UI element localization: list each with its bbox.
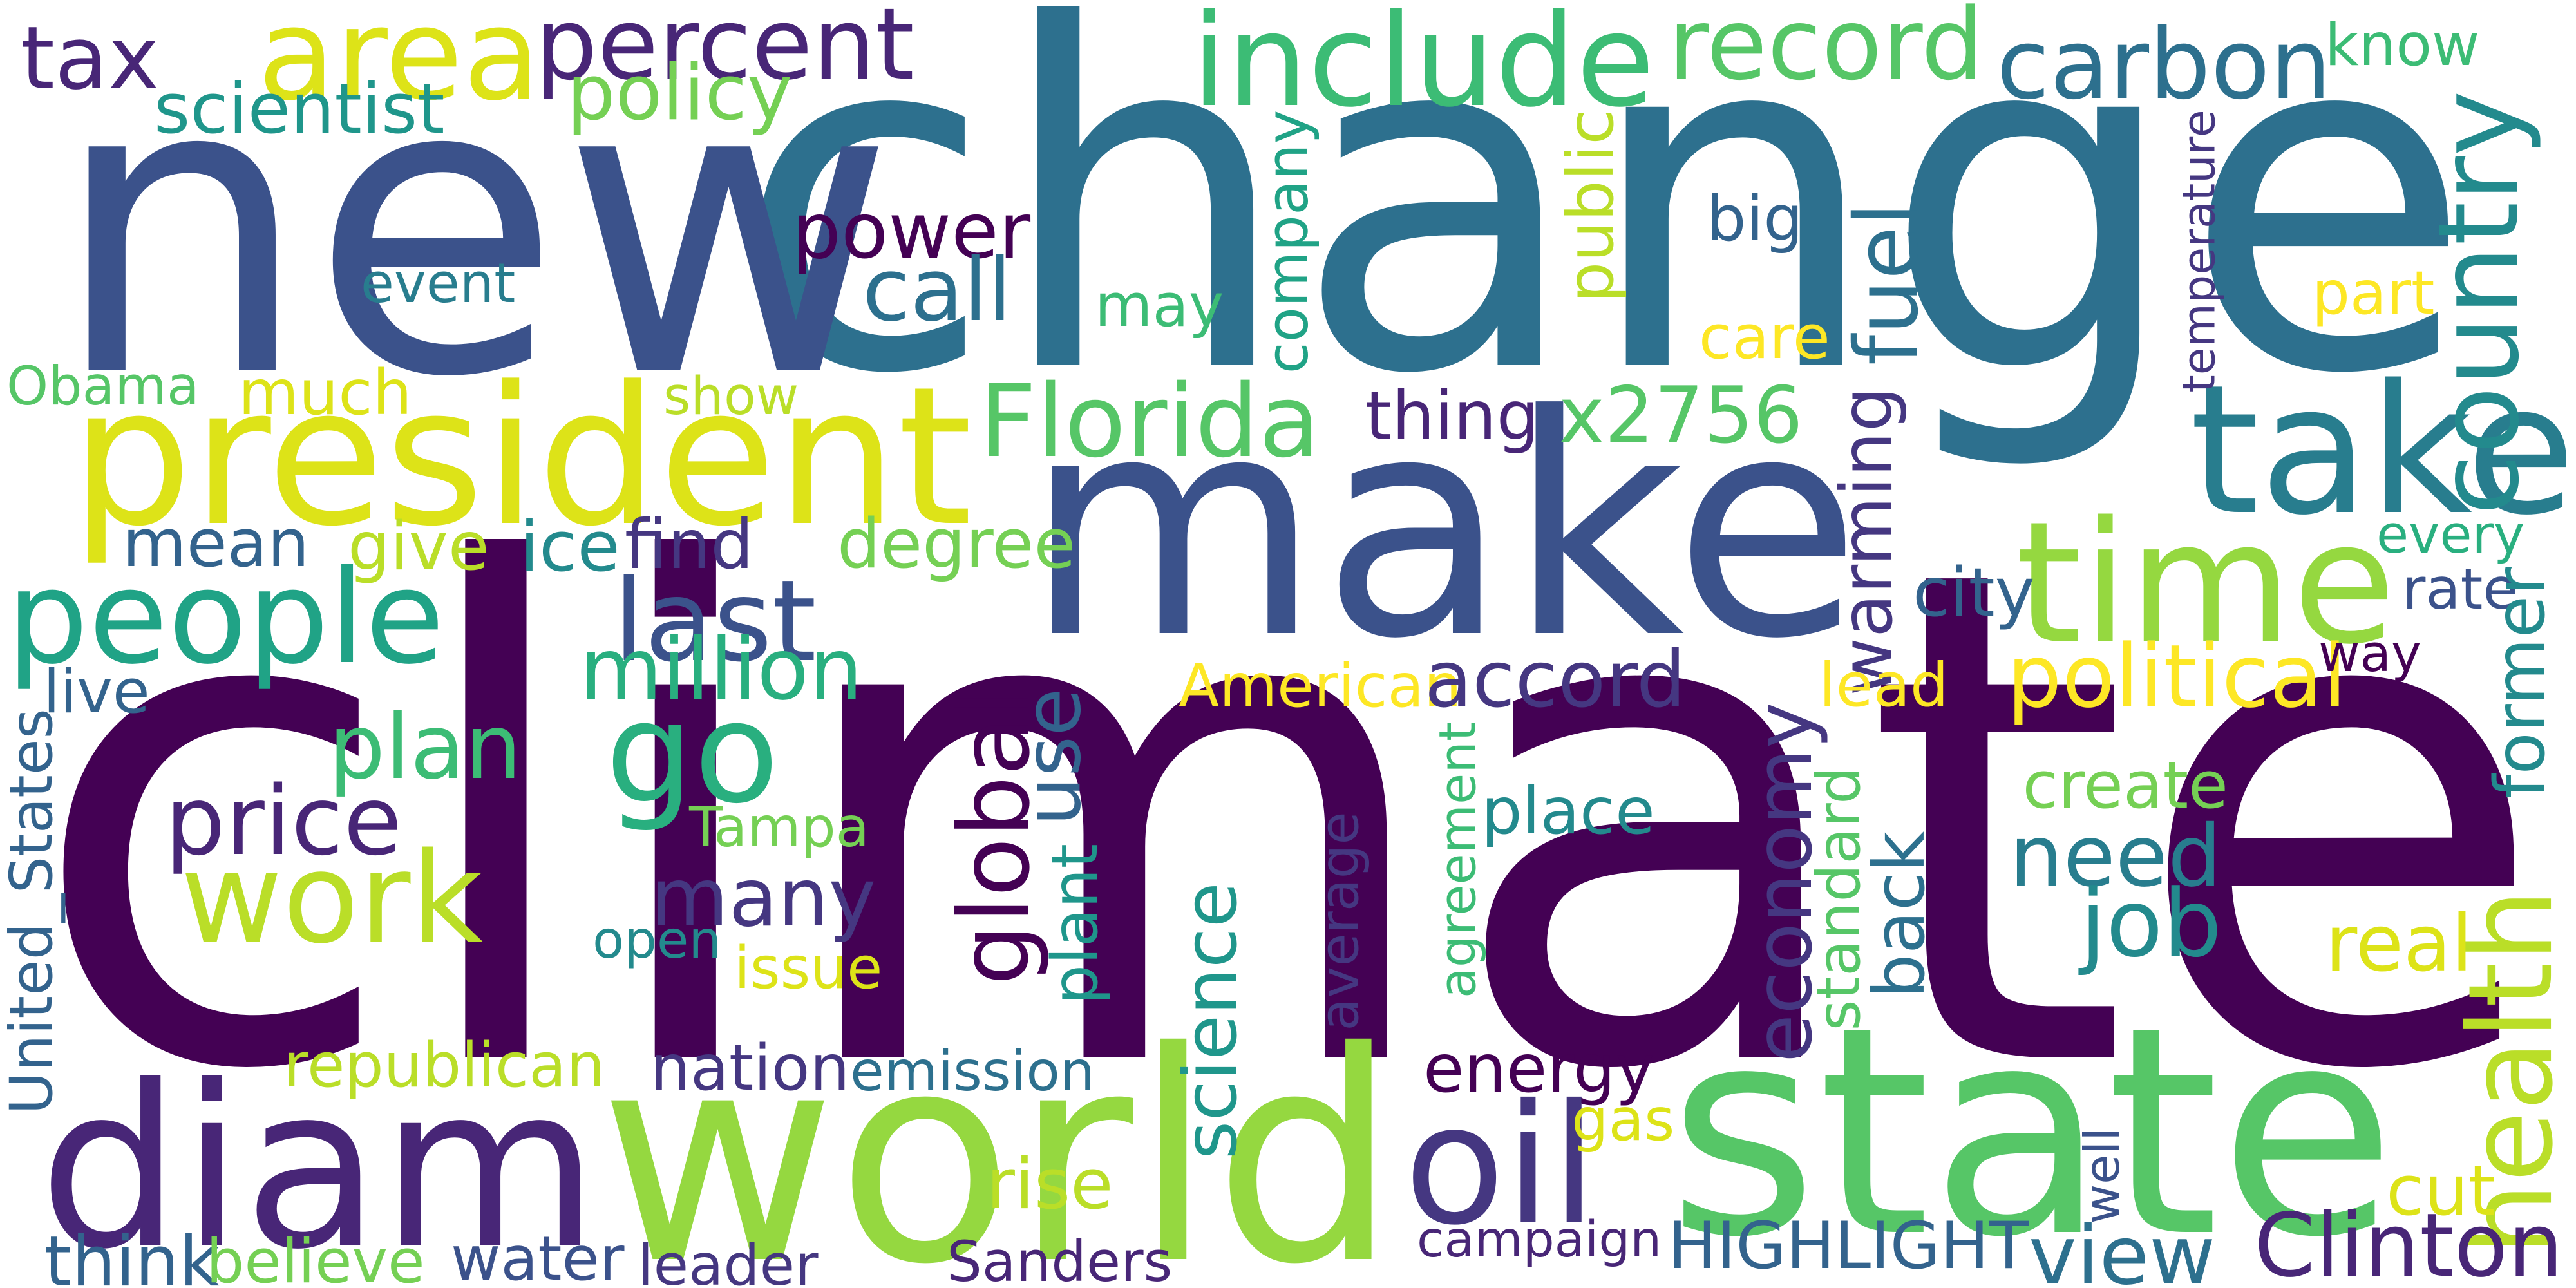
word-make: make	[1024, 350, 1862, 705]
word-carbon: carbon	[1996, 7, 2332, 121]
word-last: last	[613, 556, 817, 687]
word-million: million	[580, 620, 863, 719]
word-x2756: x2756	[1558, 370, 1803, 461]
word-big: big	[1707, 182, 1803, 255]
word-part: part	[2312, 258, 2435, 328]
word-time: time	[2016, 484, 2396, 681]
word-gas: gas	[1571, 1086, 1675, 1154]
word-use: use	[1007, 687, 1099, 826]
word-president: president	[71, 345, 973, 569]
word-change: change	[734, 0, 2474, 477]
word-public: public	[1553, 109, 1629, 303]
word-scientist: scientist	[154, 69, 445, 149]
word-much: much	[238, 355, 412, 429]
word-tampa: Tampa	[689, 795, 869, 860]
word-show: show	[663, 365, 799, 427]
word-fuel: fuel	[1836, 202, 1938, 365]
word-climate: climate	[26, 424, 2550, 1218]
word-create: create	[2022, 747, 2228, 823]
word-record: record	[1668, 0, 1984, 102]
word-real: real	[2325, 898, 2473, 989]
word-water: water	[451, 1223, 625, 1288]
word-power: power	[792, 187, 1031, 276]
word-job: job	[2080, 869, 2222, 978]
word-temperature: temperature	[2173, 109, 2226, 393]
word-leader: leader	[638, 1231, 819, 1288]
word-may: may	[1095, 271, 1224, 340]
word-care: care	[1699, 303, 1830, 373]
word-work: work	[180, 826, 483, 971]
word-nation: nation	[650, 1032, 850, 1105]
word-believe: believe	[206, 1227, 425, 1288]
word-people: people	[6, 542, 445, 693]
word-warming: warming	[1825, 386, 1909, 696]
word-mean: mean	[122, 506, 310, 582]
word-plan: plan	[328, 694, 522, 799]
word-price: price	[165, 766, 402, 876]
word-way: way	[2318, 623, 2421, 683]
word-world: world	[599, 990, 1398, 1288]
word-company: company	[1254, 109, 1321, 374]
word-sanders: Sanders	[947, 1230, 1173, 1288]
word-diam: diam	[39, 1038, 599, 1288]
word-science: science	[1167, 882, 1253, 1160]
word-country: country	[2414, 90, 2544, 515]
word-need: need	[2009, 807, 2222, 906]
word-issue: issue	[734, 935, 883, 1002]
word-republican: republican	[283, 1030, 605, 1101]
word-go: go	[605, 672, 779, 835]
word-political: political	[2007, 625, 2347, 727]
word-call: call	[862, 239, 1012, 341]
word-agreement: agreement	[1428, 721, 1488, 999]
word-tax: tax	[21, 7, 160, 109]
word-degree: degree	[837, 504, 1076, 583]
word-event: event	[361, 252, 516, 315]
word-back: back	[1859, 831, 1941, 999]
word-city: city	[1913, 553, 2035, 632]
word-percent: percent	[535, 0, 914, 102]
word-american: American	[1179, 651, 1462, 721]
word-cut: cut	[2386, 1151, 2496, 1231]
word-thing: thing	[1365, 375, 1540, 455]
word-every: every	[2376, 504, 2525, 565]
word-oil: oil	[1404, 1068, 1597, 1262]
word-florida: Florida	[979, 363, 1321, 480]
word-state: state	[1668, 966, 2396, 1288]
word-campaign: campaign	[1417, 1210, 1662, 1269]
word-former: former	[2481, 567, 2561, 799]
word-know: know	[2325, 11, 2480, 79]
word-well: well	[2074, 1127, 2131, 1224]
word-accord: accord	[1425, 634, 1686, 725]
word-new: new	[52, 0, 896, 466]
word-ice: ice	[520, 507, 620, 587]
word-think: think	[44, 1222, 220, 1288]
word-give: give	[348, 508, 489, 585]
word-energy: energy	[1423, 1030, 1655, 1108]
word-plant: plant	[1039, 843, 1113, 1005]
word-obama: Obama	[6, 354, 200, 417]
word-united-states: United_States	[0, 708, 66, 1115]
word-average: average	[1308, 811, 1371, 1031]
word-view: view	[2029, 1208, 2216, 1288]
word-place: place	[1481, 773, 1655, 849]
word-area: area	[258, 0, 541, 129]
word-emission: emission	[850, 1039, 1095, 1104]
word-clinton: Clinton	[2254, 1195, 2564, 1288]
word-open: open	[592, 910, 722, 970]
word-policy: policy	[567, 48, 793, 138]
word-live: live	[43, 657, 150, 727]
word-standard: standard	[1803, 766, 1873, 1030]
word-find: find	[625, 504, 754, 584]
word-highlight: HIGHLIGHT	[1668, 1208, 2029, 1283]
word-rise: rise	[986, 1144, 1113, 1225]
word-rate: rate	[2402, 555, 2518, 622]
word-take: take	[2190, 346, 2576, 554]
word-many: many	[650, 851, 876, 945]
word-include: include	[1191, 0, 1655, 135]
word-lead: lead	[1819, 650, 1949, 721]
